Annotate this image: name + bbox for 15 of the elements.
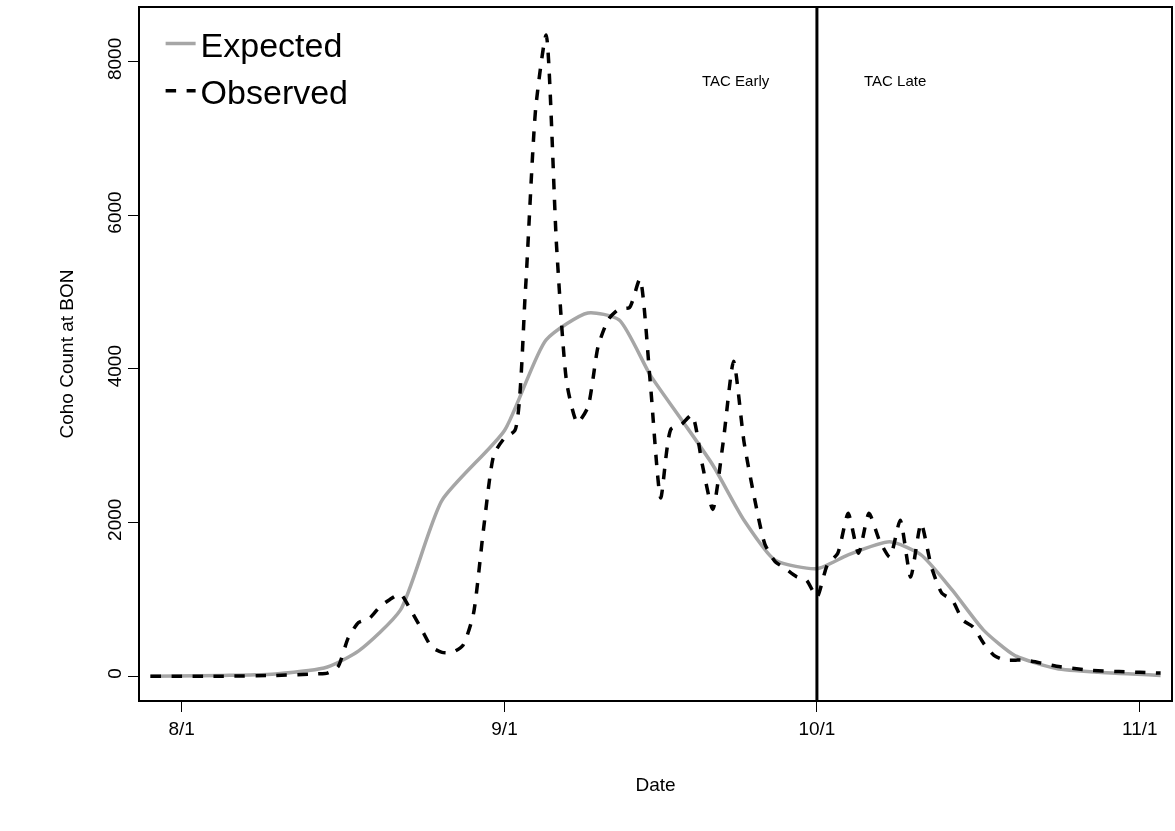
annotation: TAC Early bbox=[702, 72, 770, 89]
y-tick-label: 6000 bbox=[103, 191, 125, 234]
y-tick-label: 8000 bbox=[103, 37, 125, 81]
y-tick-label: 2000 bbox=[103, 498, 125, 541]
y-axis-title: Coho Count at BON bbox=[56, 269, 77, 439]
legend-label: Expected bbox=[200, 25, 343, 64]
x-tick-label: 10/1 bbox=[798, 717, 836, 739]
y-tick-label: 4000 bbox=[103, 344, 125, 388]
legend-label: Observed bbox=[200, 72, 349, 111]
y-tick-label: 0 bbox=[103, 668, 125, 679]
annotation: TAC Late bbox=[864, 72, 927, 89]
x-tick-label: 8/1 bbox=[168, 717, 195, 739]
x-axis-title: Date bbox=[635, 773, 676, 795]
x-tick-label: 9/1 bbox=[491, 717, 518, 739]
x-tick-label: 11/1 bbox=[1121, 717, 1158, 739]
